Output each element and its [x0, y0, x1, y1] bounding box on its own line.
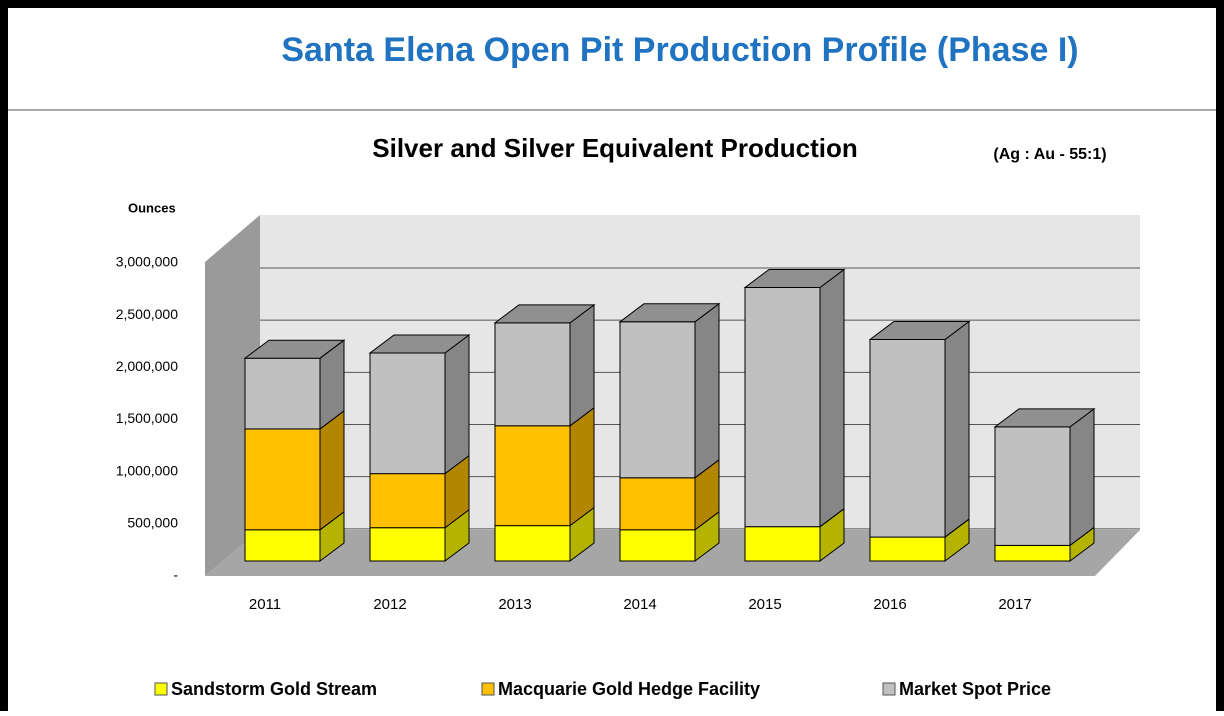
y-tick-label: 1,500,000 — [116, 410, 178, 426]
bar — [369, 473, 446, 529]
bar — [244, 357, 321, 430]
bar-side — [569, 406, 595, 527]
bar — [744, 286, 821, 528]
bar-side — [694, 302, 720, 479]
bar-top — [368, 334, 471, 354]
x-tick-label: 2011 — [249, 596, 281, 613]
bar — [744, 526, 821, 562]
y-axis-label: Ounces — [128, 200, 176, 215]
legend-label: Macquarie Gold Hedge Facility — [498, 679, 760, 699]
bar — [369, 527, 446, 562]
x-tick-label: 2012 — [373, 596, 406, 613]
y-tick-label: 500,000 — [127, 515, 178, 531]
bar — [494, 425, 571, 527]
y-tick-label: - — [173, 567, 178, 583]
bar-side — [819, 268, 845, 528]
bar — [869, 536, 946, 562]
bar — [369, 352, 446, 475]
bar — [619, 529, 696, 562]
bar-top — [868, 320, 971, 340]
legend-swatch — [154, 682, 168, 696]
x-tick-label: 2017 — [998, 596, 1031, 613]
y-tick-label: 2,000,000 — [116, 358, 178, 374]
bar — [494, 322, 571, 427]
bar-top — [993, 408, 1096, 428]
bar-top — [618, 303, 721, 323]
chart-title: Silver and Silver Equivalent Production — [372, 133, 857, 163]
legend-swatch — [882, 682, 896, 696]
bar-top — [743, 268, 846, 288]
chart-subtitle: (Ag : Au - 55:1) — [993, 146, 1106, 163]
bar — [619, 321, 696, 479]
x-tick-label: 2015 — [748, 596, 781, 613]
legend-swatch — [481, 682, 495, 696]
x-tick-label: 2016 — [873, 596, 906, 613]
bar-side — [569, 303, 595, 427]
y-tick-label: 2,500,000 — [116, 306, 178, 322]
bar — [244, 428, 321, 531]
bar — [244, 529, 321, 562]
bar-top — [243, 339, 346, 359]
bar — [994, 544, 1071, 562]
bar — [494, 525, 571, 562]
bar — [619, 477, 696, 531]
bar-side — [1069, 407, 1095, 547]
x-tick-label: 2013 — [498, 596, 531, 613]
legend-label: Market Spot Price — [899, 679, 1051, 699]
legend-label: Sandstorm Gold Stream — [171, 679, 377, 699]
slide-title: Santa Elena Open Pit Production Profile … — [281, 31, 1078, 69]
bar-side — [944, 320, 970, 539]
y-tick-label: 3,000,000 — [116, 254, 178, 270]
bar-side — [319, 409, 345, 531]
y-tick-label: 1,000,000 — [116, 462, 178, 478]
bar-side — [444, 334, 470, 475]
bar — [869, 338, 946, 538]
bar-top — [493, 304, 596, 324]
bar — [994, 426, 1071, 546]
x-tick-label: 2014 — [623, 596, 656, 613]
